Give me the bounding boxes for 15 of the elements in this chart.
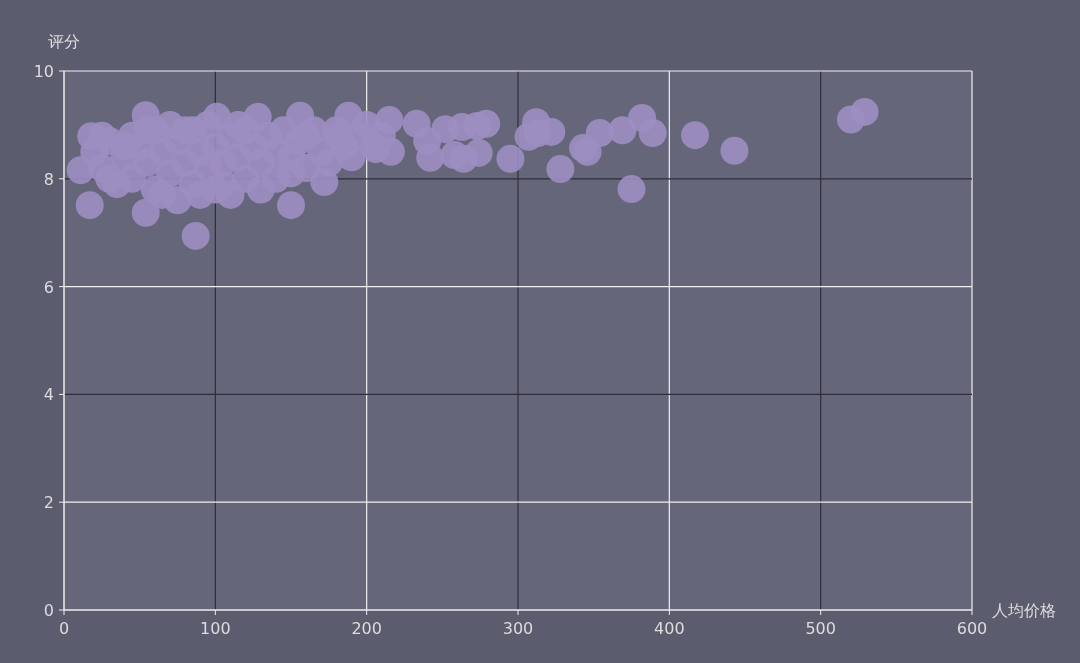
- x-tick-label: 200: [351, 619, 382, 638]
- x-tick-label: 0: [58, 619, 70, 638]
- x-tick-label: 400: [654, 619, 685, 638]
- x-tick-label: 300: [502, 619, 534, 638]
- x-tick-label: 500: [805, 619, 836, 638]
- y-tick-label: 4: [43, 385, 54, 405]
- y-tick-label: 0: [43, 601, 54, 620]
- x-tick-label: 600: [956, 619, 988, 638]
- x-axis-title: 人均价格: [992, 601, 1056, 620]
- y-tick-label: 8: [43, 169, 54, 189]
- y-tick-label: 10: [33, 62, 54, 81]
- y-axis-title: 评分: [48, 32, 80, 51]
- y-tick-label: 6: [43, 277, 54, 297]
- x-tick-label: 100: [200, 619, 231, 638]
- y-tick-label: 2: [43, 493, 54, 513]
